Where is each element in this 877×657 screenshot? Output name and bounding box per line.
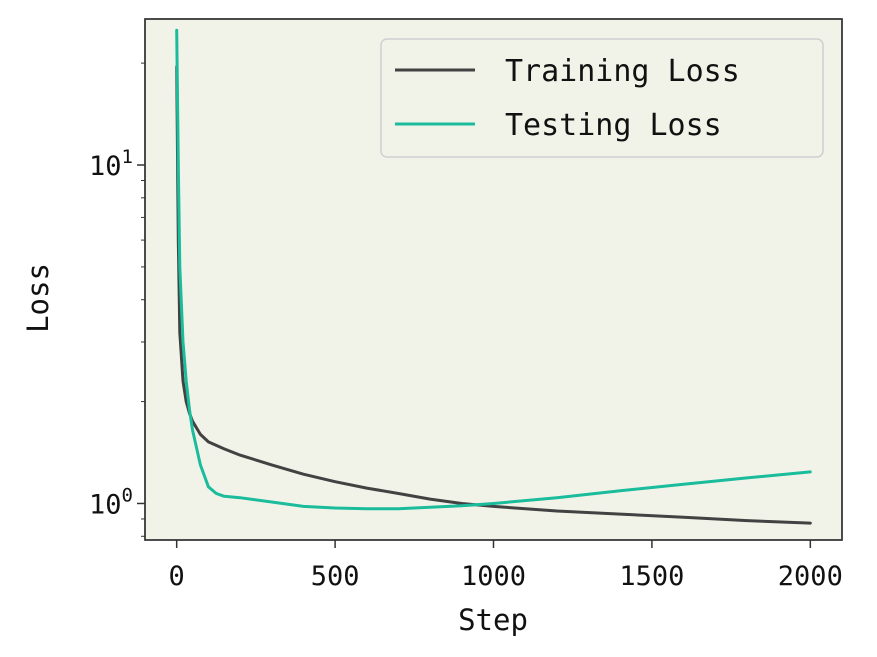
legend-label-training: Training Loss [505,54,740,89]
x-tick-label: 0 [169,561,185,592]
x-axis-label: Step [458,603,528,637]
legend: Training Loss Testing Loss [380,38,824,158]
training-loss-line [175,65,812,525]
x-tick-label: 500 [311,561,360,592]
x-tick-label: 2000 [778,561,843,592]
legend-box [380,38,824,158]
testing-loss-line [175,28,812,511]
y-tick-label: 100 [89,484,133,520]
y-axis-label: Loss [21,263,55,333]
y-tick-label: 101 [89,146,133,182]
legend-label-testing: Testing Loss [505,108,722,143]
plot-frame [144,18,843,541]
x-tick-label: 1000 [461,561,526,592]
x-tick-label: 1500 [619,561,684,592]
